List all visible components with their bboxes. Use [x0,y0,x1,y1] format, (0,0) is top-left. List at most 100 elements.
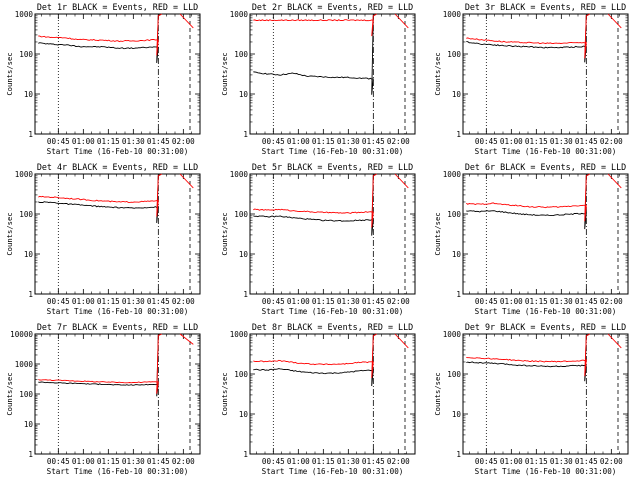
x-tick-label: 01:15 [312,137,335,146]
y-tick-label: 100 [447,210,461,219]
x-tick-label: 01:00 [500,297,523,306]
y-tick-label: 10 [24,250,34,259]
x-tick-label: 02:00 [600,457,623,466]
y-tick-label: 100 [234,50,248,59]
y-tick-label: 100 [447,50,461,59]
y-axis-label: Counts/sec [433,372,442,415]
y-axis-label: Counts/sec [433,212,442,255]
plot-frame [249,333,416,455]
y-tick-label: 100 [19,210,33,219]
x-axis-label: Start Time (16-Feb-10 00:31:00) [475,307,617,316]
lld-series-line [38,173,162,217]
y-tick-label: 10000 [10,330,33,339]
y-tick-label: 10 [452,90,462,99]
panel-title: Det 1r BLACK = Events, RED = LLD [37,2,198,12]
y-tick-label: 1 [28,450,33,459]
y-tick-label: 1 [243,290,248,299]
x-tick-label: 01:45 [362,457,385,466]
y-tick-label: 10 [24,90,34,99]
x-tick-label: 01:45 [147,457,170,466]
detector-panel-3: Det 3r BLACK = Events, RED = LLD 1 10 100 10… [433,2,629,156]
detector-panel-6: Det 6r BLACK = Events, RED = LLD 1 10 100 10… [433,162,629,316]
lld-decay-line [394,13,409,29]
plot-frame [34,13,201,135]
x-tick-label: 01:15 [312,297,335,306]
plot-frame [462,333,629,455]
x-tick-label: 01:15 [97,297,120,306]
x-tick-label: 01:00 [287,297,310,306]
x-tick-label: 01:15 [525,137,548,146]
y-axis-label: Counts/sec [5,212,14,255]
y-axis-label: Counts/sec [5,372,14,415]
plot-frame [462,173,629,295]
detector-panel-7: Det 7r BLACK = Events, RED = LLD 1 10 100 10… [5,322,201,476]
x-tick-label: 01:45 [575,137,598,146]
x-tick-label: 00:45 [47,457,70,466]
x-tick-label: 01:00 [72,137,95,146]
y-tick-label: 1 [456,450,461,459]
detector-panel-1: Det 1r BLACK = Events, RED = LLD 1 10 100 10… [5,2,201,156]
x-tick-label: 02:00 [172,137,195,146]
panel-title: Det 8r BLACK = Events, RED = LLD [252,322,413,332]
y-tick-label: 10 [239,410,249,419]
x-tick-label: 00:45 [475,137,498,146]
x-tick-label: 01:45 [362,297,385,306]
x-axis-label: Start Time (16-Feb-10 00:31:00) [47,467,189,476]
x-tick-label: 01:30 [550,457,573,466]
y-tick-label: 100 [19,50,33,59]
lld-decay-line [394,173,409,189]
x-tick-label: 00:45 [475,297,498,306]
x-axis-label: Start Time (16-Feb-10 00:31:00) [262,307,404,316]
y-axis-label: Counts/sec [220,212,229,255]
x-tick-label: 01:45 [362,137,385,146]
panel-title: Det 9r BLACK = Events, RED = LLD [465,322,626,332]
x-tick-label: 00:45 [47,297,70,306]
events-series-line [38,333,162,397]
panel-title: Det 2r BLACK = Events, RED = LLD [252,2,413,12]
y-tick-label: 100 [19,390,33,399]
x-axis-label: Start Time (16-Feb-10 00:31:00) [475,147,617,156]
plot-frame [249,13,416,135]
lld-decay-line [179,13,194,29]
plot-frame [34,173,201,295]
x-tick-label: 01:00 [500,457,523,466]
lld-series-line [38,333,162,394]
y-tick-label: 10 [452,410,462,419]
events-series-line [466,173,590,230]
plot-frame [34,333,201,455]
x-tick-label: 01:30 [122,297,145,306]
y-tick-label: 1000 [443,330,462,339]
detector-panel-8: Det 8r BLACK = Events, RED = LLD 1 10 100 10… [220,322,416,476]
detector-panel-5: Det 5r BLACK = Events, RED = LLD 1 10 100 10… [220,162,416,316]
y-tick-label: 10 [239,90,249,99]
x-tick-label: 01:30 [337,137,360,146]
x-tick-label: 02:00 [387,457,410,466]
events-series-line [253,13,377,95]
y-tick-label: 1000 [15,360,34,369]
lld-series-line [38,13,162,56]
lld-series-line [253,13,377,37]
lld-decay-line [607,333,622,349]
lld-decay-line [394,333,409,349]
x-tick-label: 02:00 [172,297,195,306]
x-tick-label: 01:45 [575,457,598,466]
y-axis-label: Counts/sec [220,372,229,415]
x-axis-label: Start Time (16-Feb-10 00:31:00) [262,467,404,476]
x-tick-label: 00:45 [475,457,498,466]
x-tick-label: 01:15 [97,137,120,146]
x-tick-label: 00:45 [262,137,285,146]
y-tick-label: 1 [456,290,461,299]
plot-frame [249,173,416,295]
panel-title: Det 3r BLACK = Events, RED = LLD [465,2,626,12]
y-tick-label: 1 [243,130,248,139]
x-axis-label: Start Time (16-Feb-10 00:31:00) [47,147,189,156]
y-tick-label: 1000 [15,10,34,19]
lld-series-line [253,173,377,228]
lld-series-line [466,173,590,222]
x-tick-label: 01:30 [337,297,360,306]
x-tick-label: 02:00 [600,297,623,306]
y-tick-label: 1 [456,130,461,139]
x-tick-label: 01:30 [550,297,573,306]
lld-series-line [466,333,590,377]
x-tick-label: 01:30 [550,137,573,146]
